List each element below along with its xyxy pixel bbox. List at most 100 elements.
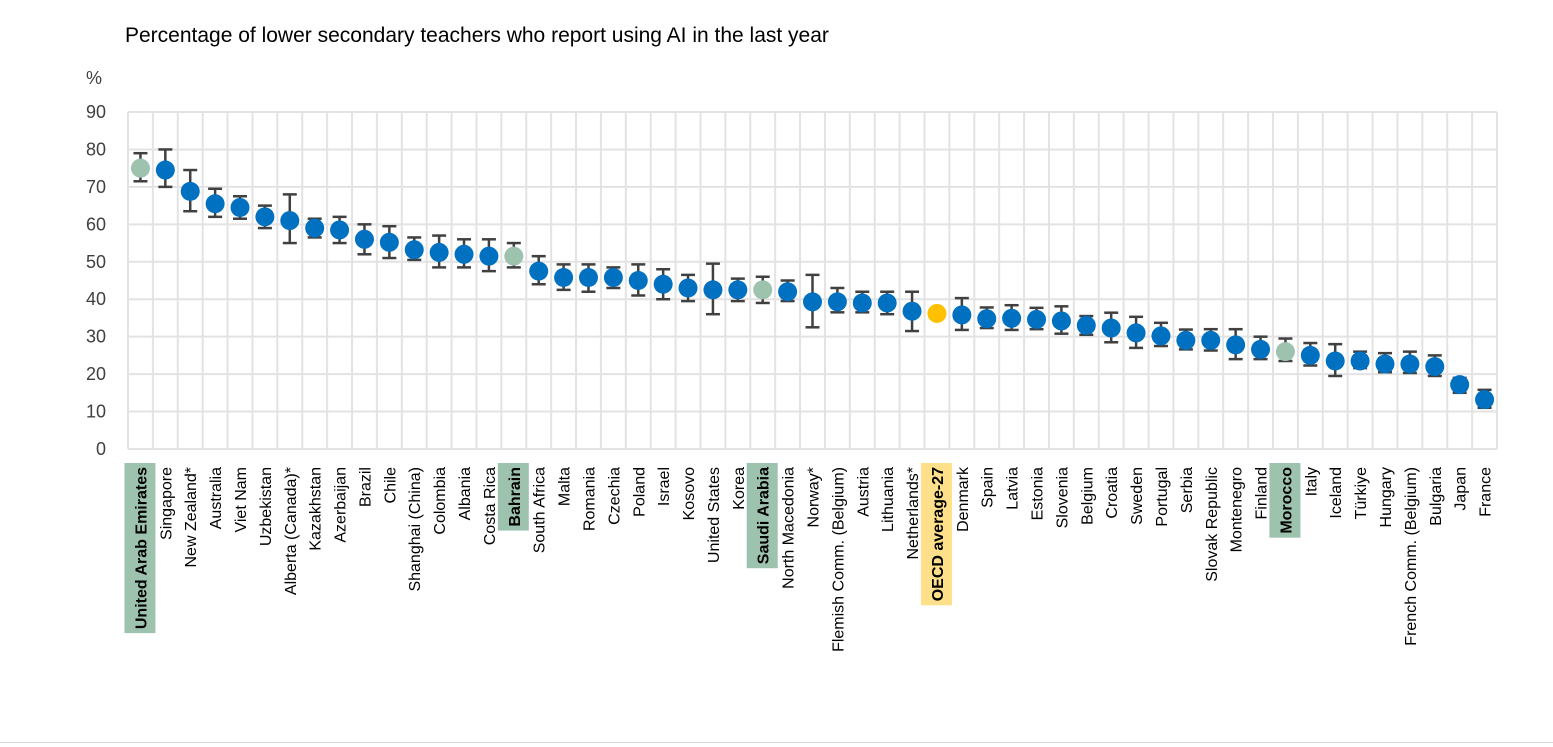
data-point [728,280,748,300]
x-label-group: French Comm. (Belgium) [1403,467,1420,646]
data-point [1475,390,1495,410]
x-tick-label: Azerbaijan [333,467,350,543]
x-tick-label: Bulgaria [1428,467,1445,526]
x-tick-label: Iceland [1328,467,1345,519]
x-label-group: Portugal [1154,467,1171,527]
x-label-group: Flemish Comm. (Belgium) [830,467,847,652]
error-bars [133,148,1492,410]
x-tick-label: Romania [581,467,598,531]
x-label-group: Poland [631,467,648,517]
data-point [554,268,574,288]
x-label-group: Norway* [806,467,823,527]
x-tick-label: French Comm. (Belgium) [1403,467,1420,646]
x-tick-label: Albania [457,467,474,520]
data-point [653,274,673,294]
x-label-group: Albania [457,467,474,520]
x-tick-label: Finland [1254,467,1271,519]
data-point [180,181,200,201]
x-tick-label: Korea [731,467,748,510]
x-tick-label: Estonia [1030,467,1047,520]
x-label-group: Brazil [357,467,374,507]
x-label-group: New Zealand* [183,467,200,568]
data-point [778,282,798,302]
x-label-group: Hungary [1378,467,1395,527]
x-tick-label: Netherlands* [905,467,922,560]
x-label-group: Israel [656,467,673,506]
x-tick-label: Czechia [606,467,623,525]
y-tick-label: 0 [96,439,106,459]
data-point [1002,308,1022,328]
x-tick-label: Belgium [1079,467,1096,525]
data-point [130,158,150,178]
x-label-group: Italy [1303,467,1320,496]
points [130,158,1495,410]
data-point [1375,354,1395,374]
y-tick-label: 90 [86,102,106,122]
x-label-group: Singapore [158,467,175,540]
data-point [603,268,623,288]
y-tick-label: 50 [86,252,106,272]
data-point [1101,318,1121,338]
data-point [454,244,474,264]
data-point [479,246,499,266]
x-label-group: Türkiye [1353,467,1370,520]
y-tick-label: 40 [86,289,106,309]
data-point [1400,354,1420,374]
x-tick-label: Lithuania [880,467,897,532]
data-point [1151,326,1171,346]
x-tick-label: United States [706,467,723,563]
data-point [1251,339,1271,359]
data-point [1325,351,1345,371]
data-point [280,211,300,231]
data-point [330,220,350,240]
x-tick-label: Shanghai (China) [407,467,424,592]
y-tick-label: 10 [86,402,106,422]
x-tick-label: Latvia [1005,467,1022,510]
data-point [305,218,325,238]
data-point [678,278,698,298]
data-point [827,292,847,312]
x-label-group: Uzbekistan [258,467,275,546]
x-tick-label: Singapore [158,467,175,540]
data-point [877,293,897,313]
data-point [379,232,399,252]
data-point [255,207,275,227]
x-tick-label: Australia [208,467,225,529]
x-label-group: Korea [731,467,748,510]
x-label-group: Morocco [1269,463,1301,538]
data-point [504,246,524,266]
x-tick-label: Norway* [806,467,823,527]
x-label-group: Latvia [1005,467,1022,510]
x-tick-label: Kosovo [681,467,698,520]
x-tick-label: Flemish Comm. (Belgium) [830,467,847,652]
x-tick-label: Israel [656,467,673,506]
x-tick-label: Poland [631,467,648,517]
x-tick-label: Spain [980,467,997,508]
x-tick-label: Kazakhstan [308,467,325,551]
y-axis-label: % [86,68,102,88]
x-label-group: Spain [980,467,997,508]
x-label-group: Costa Rica [482,467,499,545]
x-label-group: Saudi Arabia [746,463,778,569]
data-point [578,268,598,288]
x-tick-label: New Zealand* [183,467,200,568]
x-label-group: Bulgaria [1428,467,1445,526]
x-tick-label: South Africa [532,467,549,553]
x-tick-label: North Macedonia [781,467,798,589]
x-tick-label: Bahrain [507,467,524,527]
x-tick-label: Austria [855,467,872,517]
x-label-group: South Africa [532,467,549,553]
data-point [205,194,225,214]
x-label-group: France [1478,467,1495,517]
data-point [354,229,374,249]
data-point [952,305,972,325]
data-point [1350,351,1370,371]
divider [0,742,1553,743]
data-point [1076,315,1096,335]
x-tick-label: United Arab Emirates [133,467,150,629]
data-point [1027,309,1047,329]
x-label-group: Malta [557,467,574,506]
x-label-group: Kazakhstan [308,467,325,551]
x-label-highlight [124,463,156,634]
